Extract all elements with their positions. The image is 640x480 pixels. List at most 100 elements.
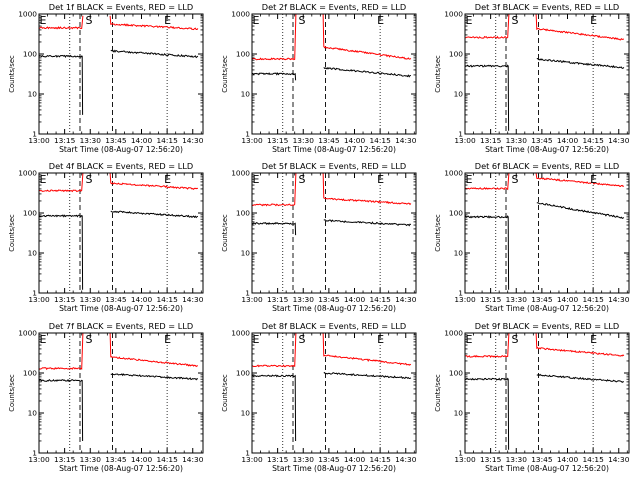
y-axis-label: Counts/sec: [8, 214, 16, 252]
x-tick-label: 13:30: [80, 455, 102, 464]
y-tick-label: 100: [23, 369, 37, 378]
events-series-line: [252, 72, 297, 81]
events-series-line: [323, 67, 411, 78]
panel-title: Det 9f BLACK = Events, RED = LLD: [475, 321, 619, 331]
events-series-line: [536, 202, 625, 220]
x-tick-label: 14:30: [395, 455, 417, 464]
lld-series-line: [322, 14, 412, 60]
x-tick-label: 13:45: [318, 136, 340, 145]
plot-frame: [251, 172, 417, 294]
x-tick-label: 13:30: [506, 136, 528, 145]
x-axis-label: Start Time (08-Aug-07 12:56:20): [272, 304, 396, 313]
event-marker-s: S: [299, 14, 306, 27]
plot-area: [252, 173, 412, 293]
x-tick-label: 14:00: [131, 455, 153, 464]
event-marker-end: E: [590, 173, 597, 186]
x-tick-label: 14:00: [557, 455, 579, 464]
y-tick-label: 1000: [18, 329, 37, 338]
panel-title: Det 5f BLACK = Events, RED = LLD: [262, 161, 406, 171]
x-tick-label: 14:00: [344, 136, 366, 145]
y-tick-label: 10: [28, 249, 38, 258]
x-tick-label: 13:15: [54, 455, 76, 464]
x-tick-label: 14:00: [557, 295, 579, 304]
event-marker-s: S: [299, 173, 306, 186]
y-tick-label: 1: [245, 449, 250, 458]
y-axis-label: Counts/sec: [221, 214, 229, 252]
lld-series-line: [465, 173, 510, 191]
event-marker-start: E: [40, 173, 47, 186]
y-tick-label: 1000: [231, 10, 250, 19]
events-series-line: [465, 64, 510, 131]
x-tick-label: 14:15: [369, 455, 391, 464]
y-tick-label: 100: [23, 209, 37, 218]
lld-series-line: [109, 333, 198, 368]
event-marker-start: E: [253, 333, 260, 346]
y-tick-label: 1: [458, 449, 463, 458]
x-tick-label: 14:30: [608, 295, 630, 304]
x-tick-label: 14:15: [582, 136, 604, 145]
x-tick-label: 13:15: [267, 136, 289, 145]
x-tick-label: 13:30: [506, 455, 528, 464]
y-tick-label: 1000: [231, 169, 250, 178]
lld-series-line: [109, 173, 199, 190]
x-axis-label: Start Time (08-Aug-07 12:56:20): [485, 464, 609, 473]
lld-series-line: [535, 14, 625, 41]
plot-frame: [251, 13, 417, 135]
event-marker-s: S: [86, 333, 93, 346]
y-axis-label: Counts/sec: [221, 55, 229, 93]
lld-series-line: [39, 173, 84, 193]
x-tick-label: 14:15: [156, 295, 178, 304]
lld-series-line: [39, 15, 84, 30]
y-tick-label: 1: [32, 130, 37, 139]
y-tick-label: 10: [241, 90, 251, 99]
event-marker-s: S: [512, 173, 519, 186]
event-marker-end: E: [377, 14, 384, 27]
event-marker-start: E: [40, 333, 47, 346]
x-tick-label: 13:00: [28, 136, 50, 145]
event-marker-s: S: [512, 333, 519, 346]
y-tick-label: 1000: [231, 329, 250, 338]
event-marker-s: S: [512, 14, 519, 27]
events-series-line: [465, 215, 510, 290]
lld-series-line: [322, 173, 412, 206]
x-axis-label: Start Time (08-Aug-07 12:56:20): [59, 145, 183, 154]
x-tick-label: 13:45: [105, 295, 127, 304]
event-marker-s: S: [86, 14, 93, 27]
y-tick-label: 1: [458, 289, 463, 298]
y-tick-label: 10: [454, 249, 464, 258]
panel-title: Det 3f BLACK = Events, RED = LLD: [475, 2, 619, 12]
lld-series-line: [322, 333, 412, 366]
y-tick-label: 100: [236, 369, 250, 378]
panel-title: Det 7f BLACK = Events, RED = LLD: [49, 321, 193, 331]
event-marker-s: S: [299, 333, 306, 346]
plot-frame: [464, 172, 630, 294]
event-marker-start: E: [253, 173, 260, 186]
lld-series-line: [252, 14, 297, 61]
plot-area: [465, 333, 625, 453]
y-tick-label: 10: [454, 90, 464, 99]
y-tick-label: 1: [32, 289, 37, 298]
x-tick-label: 13:15: [267, 295, 289, 304]
y-tick-label: 1000: [444, 329, 463, 338]
x-tick-label: 13:15: [480, 295, 502, 304]
y-tick-label: 1: [458, 130, 463, 139]
x-tick-label: 13:30: [293, 136, 315, 145]
x-axis-label: Start Time (08-Aug-07 12:56:20): [485, 304, 609, 313]
plot-area: [465, 173, 625, 293]
y-tick-label: 10: [241, 249, 251, 258]
x-axis-label: Start Time (08-Aug-07 12:56:20): [59, 304, 183, 313]
x-tick-label: 13:00: [28, 455, 50, 464]
x-tick-label: 14:15: [582, 455, 604, 464]
events-series-line: [252, 221, 297, 236]
y-axis-label: Counts/sec: [434, 55, 442, 93]
event-marker-s: S: [86, 173, 93, 186]
lld-series-line: [535, 173, 625, 188]
lld-series-line: [109, 15, 199, 31]
